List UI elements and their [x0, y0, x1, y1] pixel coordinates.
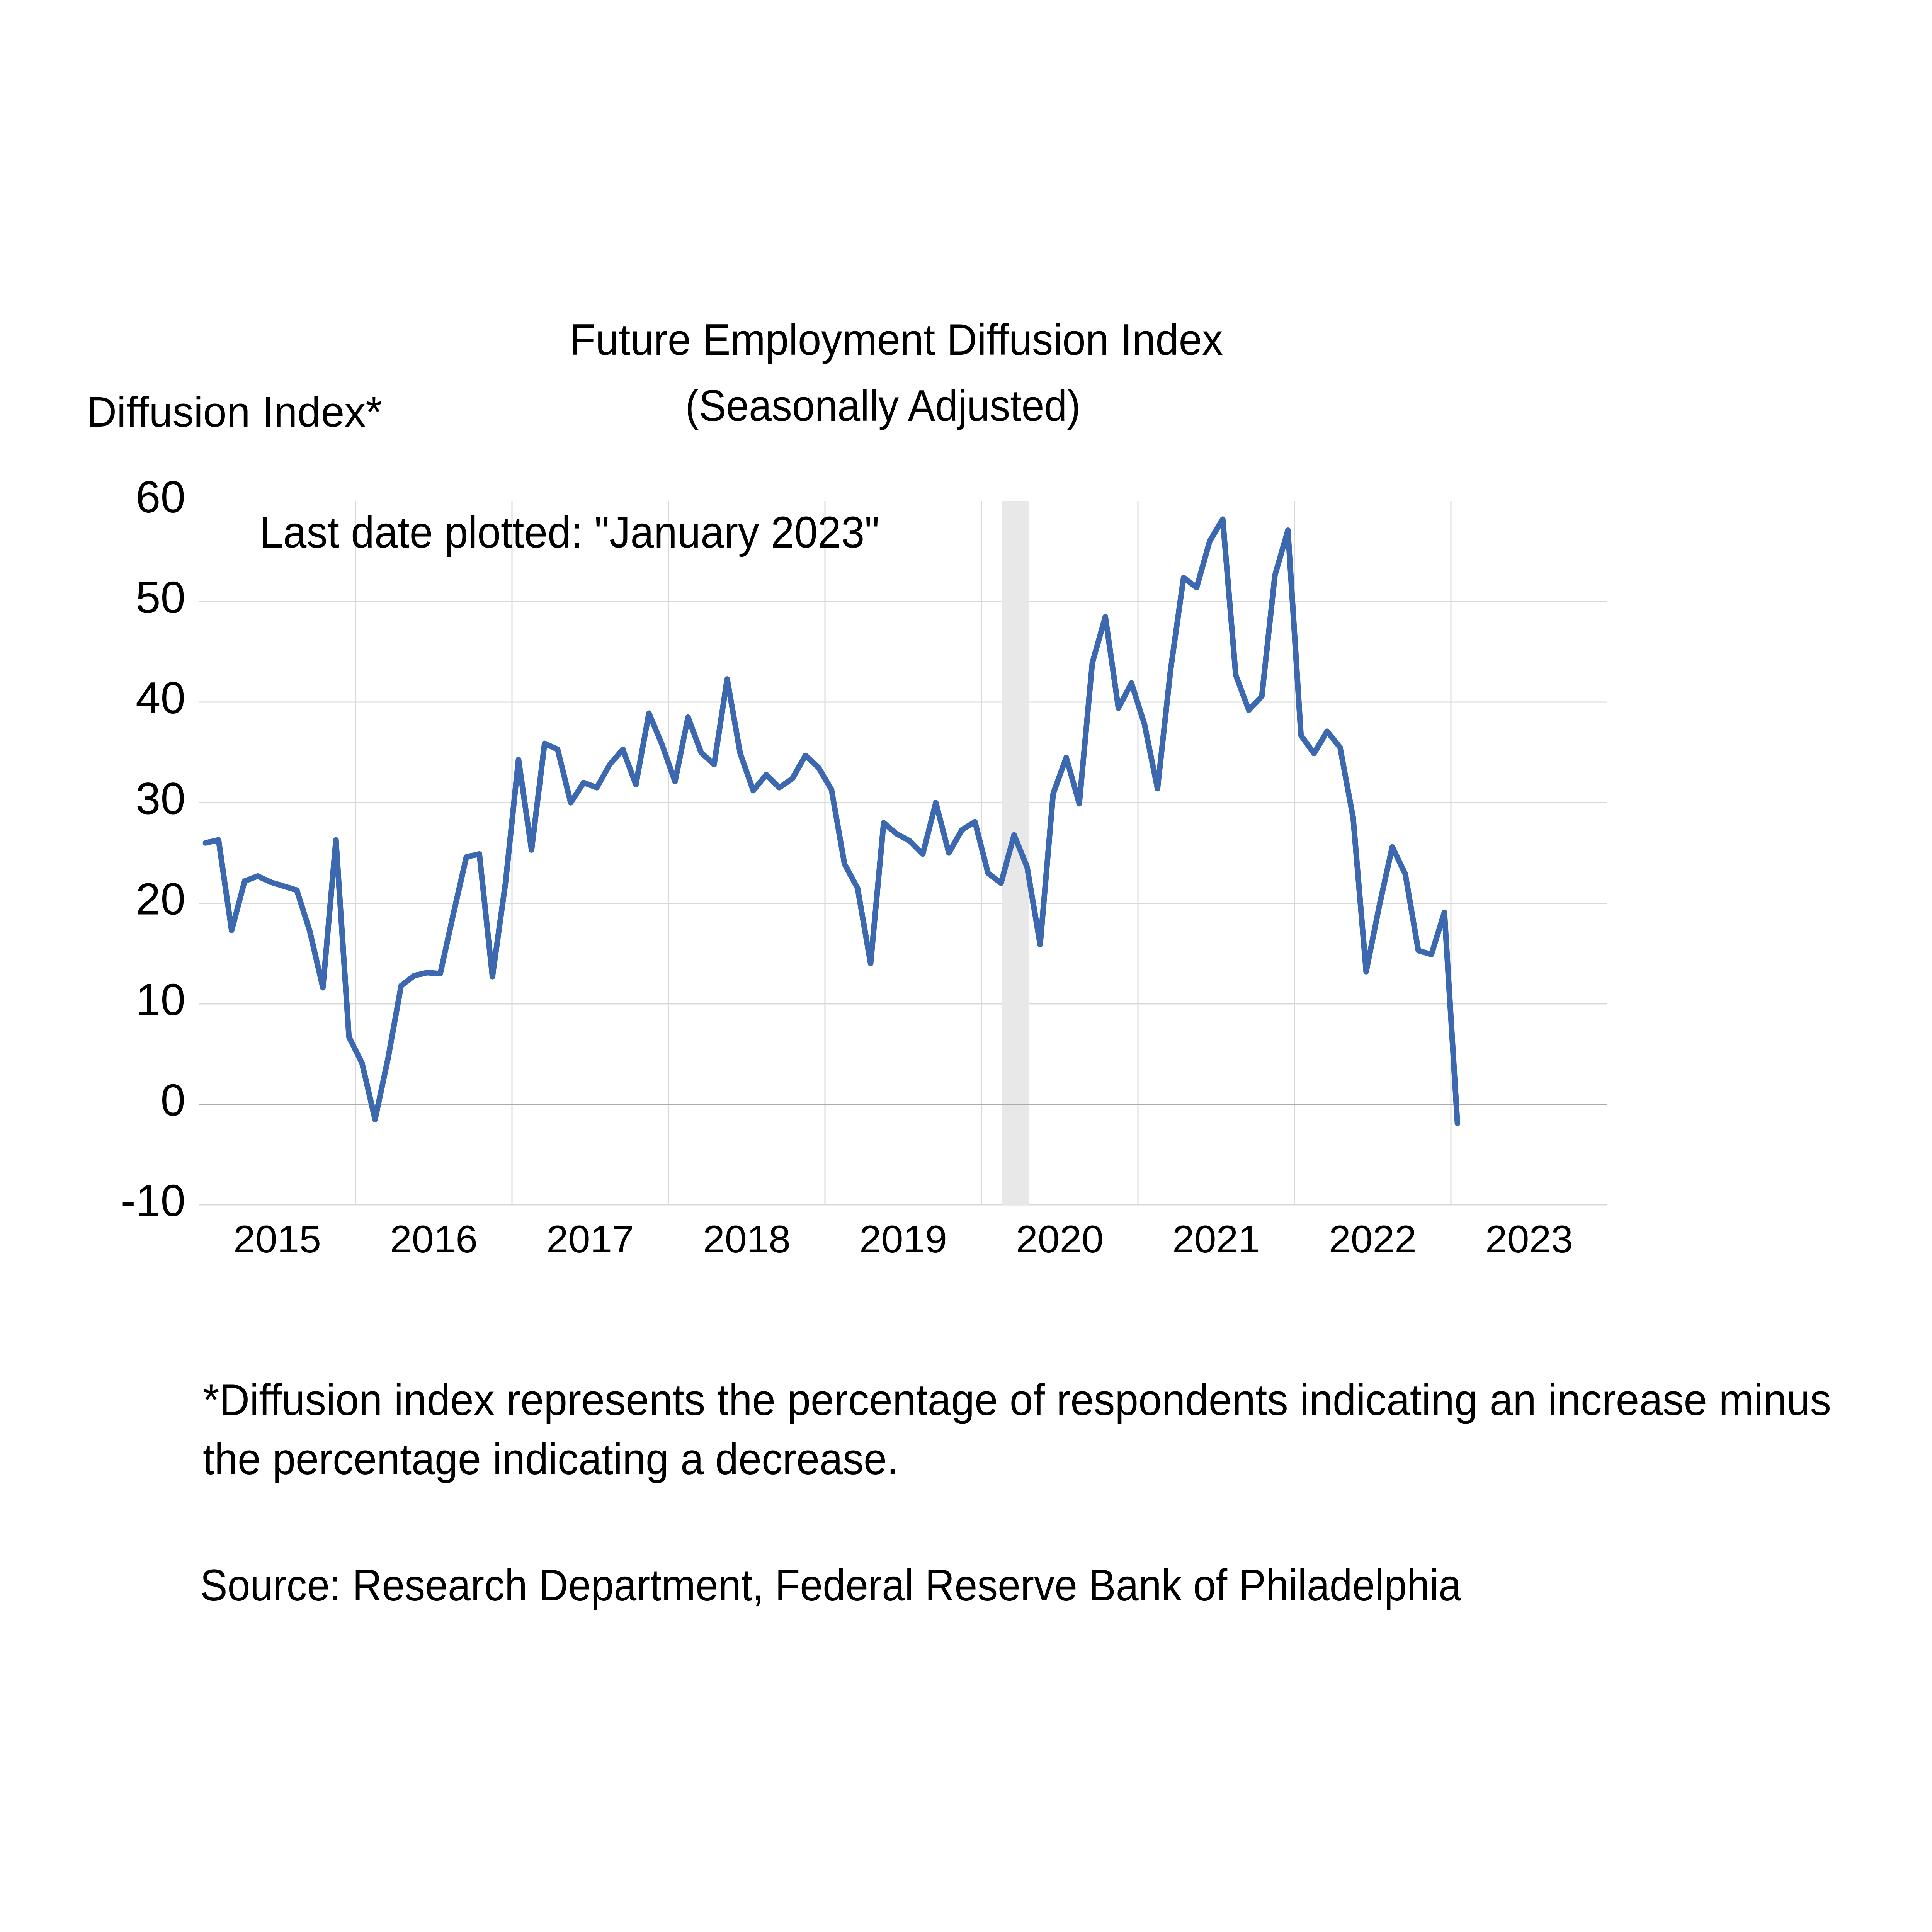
- svg-text:Last date plotted: "January 20: Last date plotted: "January 2023": [260, 508, 879, 557]
- svg-text:2019: 2019: [859, 1218, 947, 1260]
- svg-text:2016: 2016: [390, 1218, 478, 1260]
- svg-text:2015: 2015: [233, 1218, 321, 1260]
- svg-text:30: 30: [136, 774, 185, 824]
- svg-text:2023: 2023: [1485, 1218, 1573, 1260]
- svg-text:(Seasonally Adjusted): (Seasonally Adjusted): [685, 381, 1081, 430]
- svg-text:2022: 2022: [1329, 1218, 1417, 1260]
- svg-text:*Diffusion index represents th: *Diffusion index represents the percenta…: [203, 1376, 1831, 1425]
- svg-text:the percentage indicating a de: the percentage indicating a decrease.: [203, 1435, 898, 1484]
- svg-text:60: 60: [136, 472, 185, 522]
- svg-text:50: 50: [136, 572, 185, 622]
- svg-text:Diffusion Index*: Diffusion Index*: [86, 388, 382, 436]
- svg-text:0: 0: [160, 1075, 185, 1125]
- svg-text:-10: -10: [121, 1175, 185, 1226]
- svg-text:2018: 2018: [703, 1218, 791, 1260]
- svg-text:Source: Research Department, F: Source: Research Department, Federal Res…: [200, 1561, 1461, 1610]
- svg-text:2021: 2021: [1172, 1218, 1260, 1260]
- svg-text:Future Employment Diffusion In: Future Employment Diffusion Index: [570, 315, 1223, 364]
- svg-text:20: 20: [136, 874, 185, 924]
- svg-text:40: 40: [136, 673, 185, 723]
- svg-text:2017: 2017: [546, 1218, 634, 1260]
- svg-text:10: 10: [136, 975, 185, 1025]
- svg-text:2020: 2020: [1016, 1218, 1104, 1260]
